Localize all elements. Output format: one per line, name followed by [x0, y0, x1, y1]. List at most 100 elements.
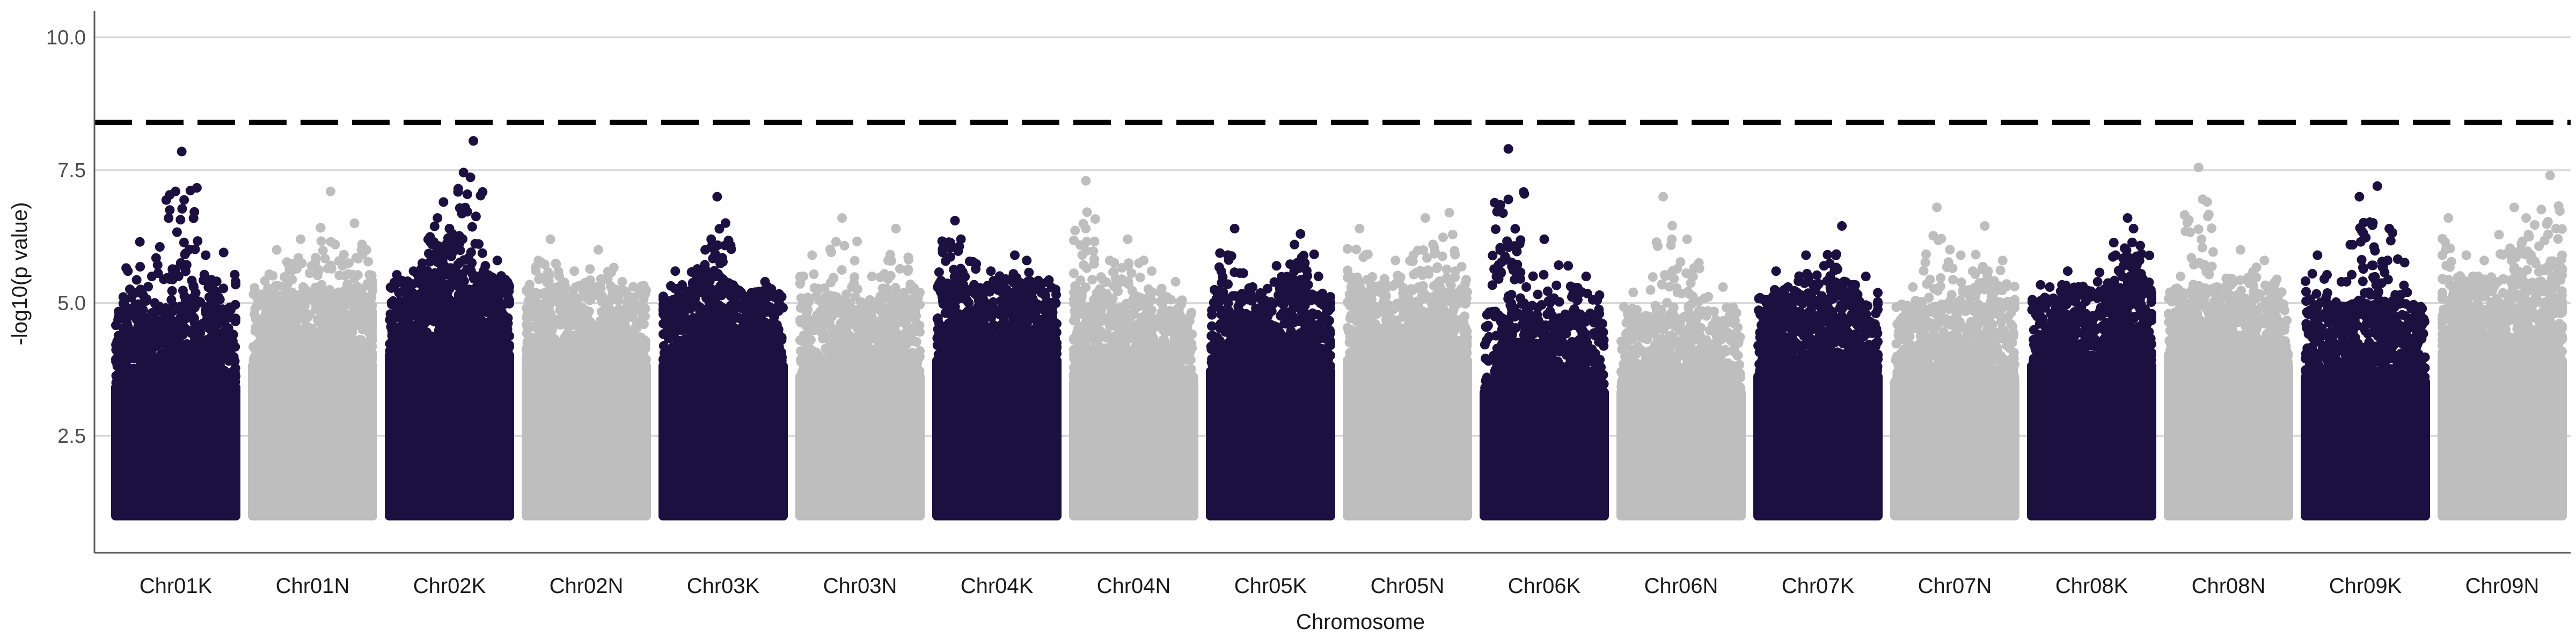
- snp-point: [716, 273, 726, 283]
- snp-point: [429, 221, 440, 231]
- snp-point: [415, 330, 425, 340]
- peak-point: [700, 245, 711, 255]
- snp-point: [282, 257, 292, 267]
- snp-point: [813, 283, 823, 294]
- snp-point: [522, 320, 531, 330]
- dense-points: [248, 361, 377, 521]
- snp-point: [135, 284, 145, 295]
- snp-point: [452, 279, 462, 289]
- snp-point: [173, 334, 184, 344]
- snp-point: [324, 314, 334, 324]
- snp-point: [151, 253, 161, 263]
- snp-point: [522, 345, 531, 355]
- snp-point: [819, 318, 830, 328]
- snp-point: [592, 345, 602, 355]
- snp-point: [203, 352, 213, 362]
- peak-point: [903, 266, 913, 276]
- snp-point: [368, 307, 377, 317]
- snp-point: [702, 332, 712, 342]
- snp-point: [140, 342, 150, 353]
- snp-point: [632, 304, 642, 314]
- snp-point: [679, 308, 689, 318]
- snp-point: [131, 367, 142, 377]
- snp-point: [738, 299, 748, 309]
- snp-point: [135, 261, 145, 272]
- snp-point: [438, 313, 449, 324]
- snp-point: [705, 352, 715, 362]
- chromosome-group: [932, 216, 1062, 521]
- snp-point: [118, 354, 128, 364]
- snp-point: [451, 319, 461, 329]
- peak-point: [325, 186, 335, 196]
- snp-point: [481, 339, 491, 349]
- snp-point: [219, 365, 230, 376]
- snp-point: [156, 350, 166, 360]
- snp-point: [831, 237, 841, 247]
- chromosome-group: [658, 192, 788, 521]
- snp-point: [803, 356, 813, 366]
- peak-point: [456, 234, 466, 244]
- snp-point: [198, 375, 208, 385]
- snp-point: [444, 247, 455, 257]
- snp-point: [915, 288, 925, 298]
- chromosome-group: [795, 213, 925, 521]
- snp-point: [347, 310, 357, 320]
- snp-point: [825, 244, 835, 254]
- snp-point: [904, 254, 914, 265]
- snp-point: [407, 279, 418, 289]
- peak-point: [593, 245, 603, 255]
- peak-point: [177, 147, 187, 157]
- snp-point: [464, 253, 474, 263]
- snp-point: [630, 345, 640, 355]
- snp-point: [405, 338, 415, 348]
- snp-point: [846, 304, 857, 314]
- snp-point: [670, 319, 680, 330]
- snp-point: [298, 306, 309, 316]
- snp-point: [159, 375, 169, 385]
- snp-point: [730, 324, 741, 334]
- snp-point: [470, 290, 480, 300]
- peak-point: [469, 136, 479, 146]
- snp-point: [745, 329, 756, 339]
- snp-point: [474, 239, 484, 249]
- snp-point: [231, 276, 240, 287]
- snp-point: [531, 303, 541, 313]
- snp-point: [544, 279, 554, 289]
- snp-point: [326, 292, 336, 303]
- snp-point: [839, 314, 850, 324]
- snp-point: [795, 335, 806, 346]
- snp-point: [806, 346, 816, 356]
- snp-point: [172, 227, 182, 237]
- snp-point: [610, 356, 620, 366]
- chromosome-group: [522, 234, 651, 521]
- snp-point: [113, 331, 123, 341]
- peak-point: [706, 234, 716, 244]
- snp-point: [878, 289, 888, 299]
- snp-point: [434, 276, 444, 287]
- snp-point: [702, 305, 712, 316]
- snp-point: [177, 362, 187, 372]
- snp-point: [658, 319, 669, 329]
- snp-point: [760, 342, 771, 353]
- snp-point: [620, 320, 630, 331]
- snp-point: [111, 340, 121, 350]
- snp-point: [684, 326, 694, 336]
- snp-point: [534, 274, 544, 284]
- snp-point: [390, 312, 400, 323]
- snp-point: [795, 272, 805, 282]
- snp-point: [658, 355, 668, 365]
- snp-point: [345, 339, 355, 349]
- snp-point: [495, 323, 505, 333]
- peak-point: [313, 266, 324, 276]
- snp-point: [671, 308, 681, 318]
- snp-point: [833, 295, 844, 305]
- snp-point: [368, 281, 377, 291]
- snp-point: [261, 305, 272, 316]
- snp-point: [294, 253, 304, 263]
- snp-point: [146, 361, 156, 371]
- snp-point: [530, 350, 540, 360]
- peak-point: [736, 287, 746, 297]
- snp-point: [462, 207, 472, 217]
- snp-point: [451, 268, 461, 278]
- snp-point: [286, 291, 296, 301]
